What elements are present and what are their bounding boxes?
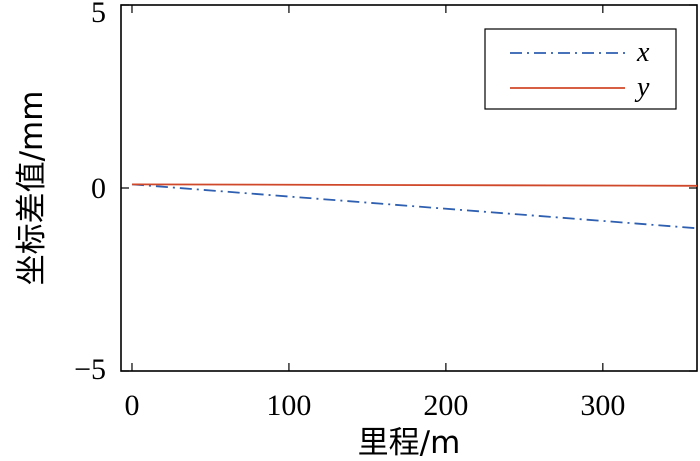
legend-box [484, 28, 677, 110]
x-tick-label: 0 [124, 389, 139, 422]
x-tick-label: 200 [423, 389, 468, 422]
x-tick-label: 300 [580, 389, 625, 422]
legend-label-y: y [634, 72, 650, 103]
series-line-y [131, 183, 698, 187]
legend: x y [484, 28, 677, 110]
y-axis-title: 坐标差值/mm [14, 91, 50, 286]
x-ticks: 0 100 200 300 [124, 5, 625, 422]
y-tick-label: −5 [74, 353, 106, 386]
legend-label-x: x [636, 37, 650, 68]
x-axis-title: 里程/m [358, 425, 461, 461]
x-tick-label: 100 [266, 389, 311, 422]
series-layer [131, 183, 698, 230]
y-ticks: 5 0 −5 [74, 0, 697, 386]
y-tick-label: 0 [91, 172, 106, 205]
y-tick-label: 5 [91, 0, 106, 29]
